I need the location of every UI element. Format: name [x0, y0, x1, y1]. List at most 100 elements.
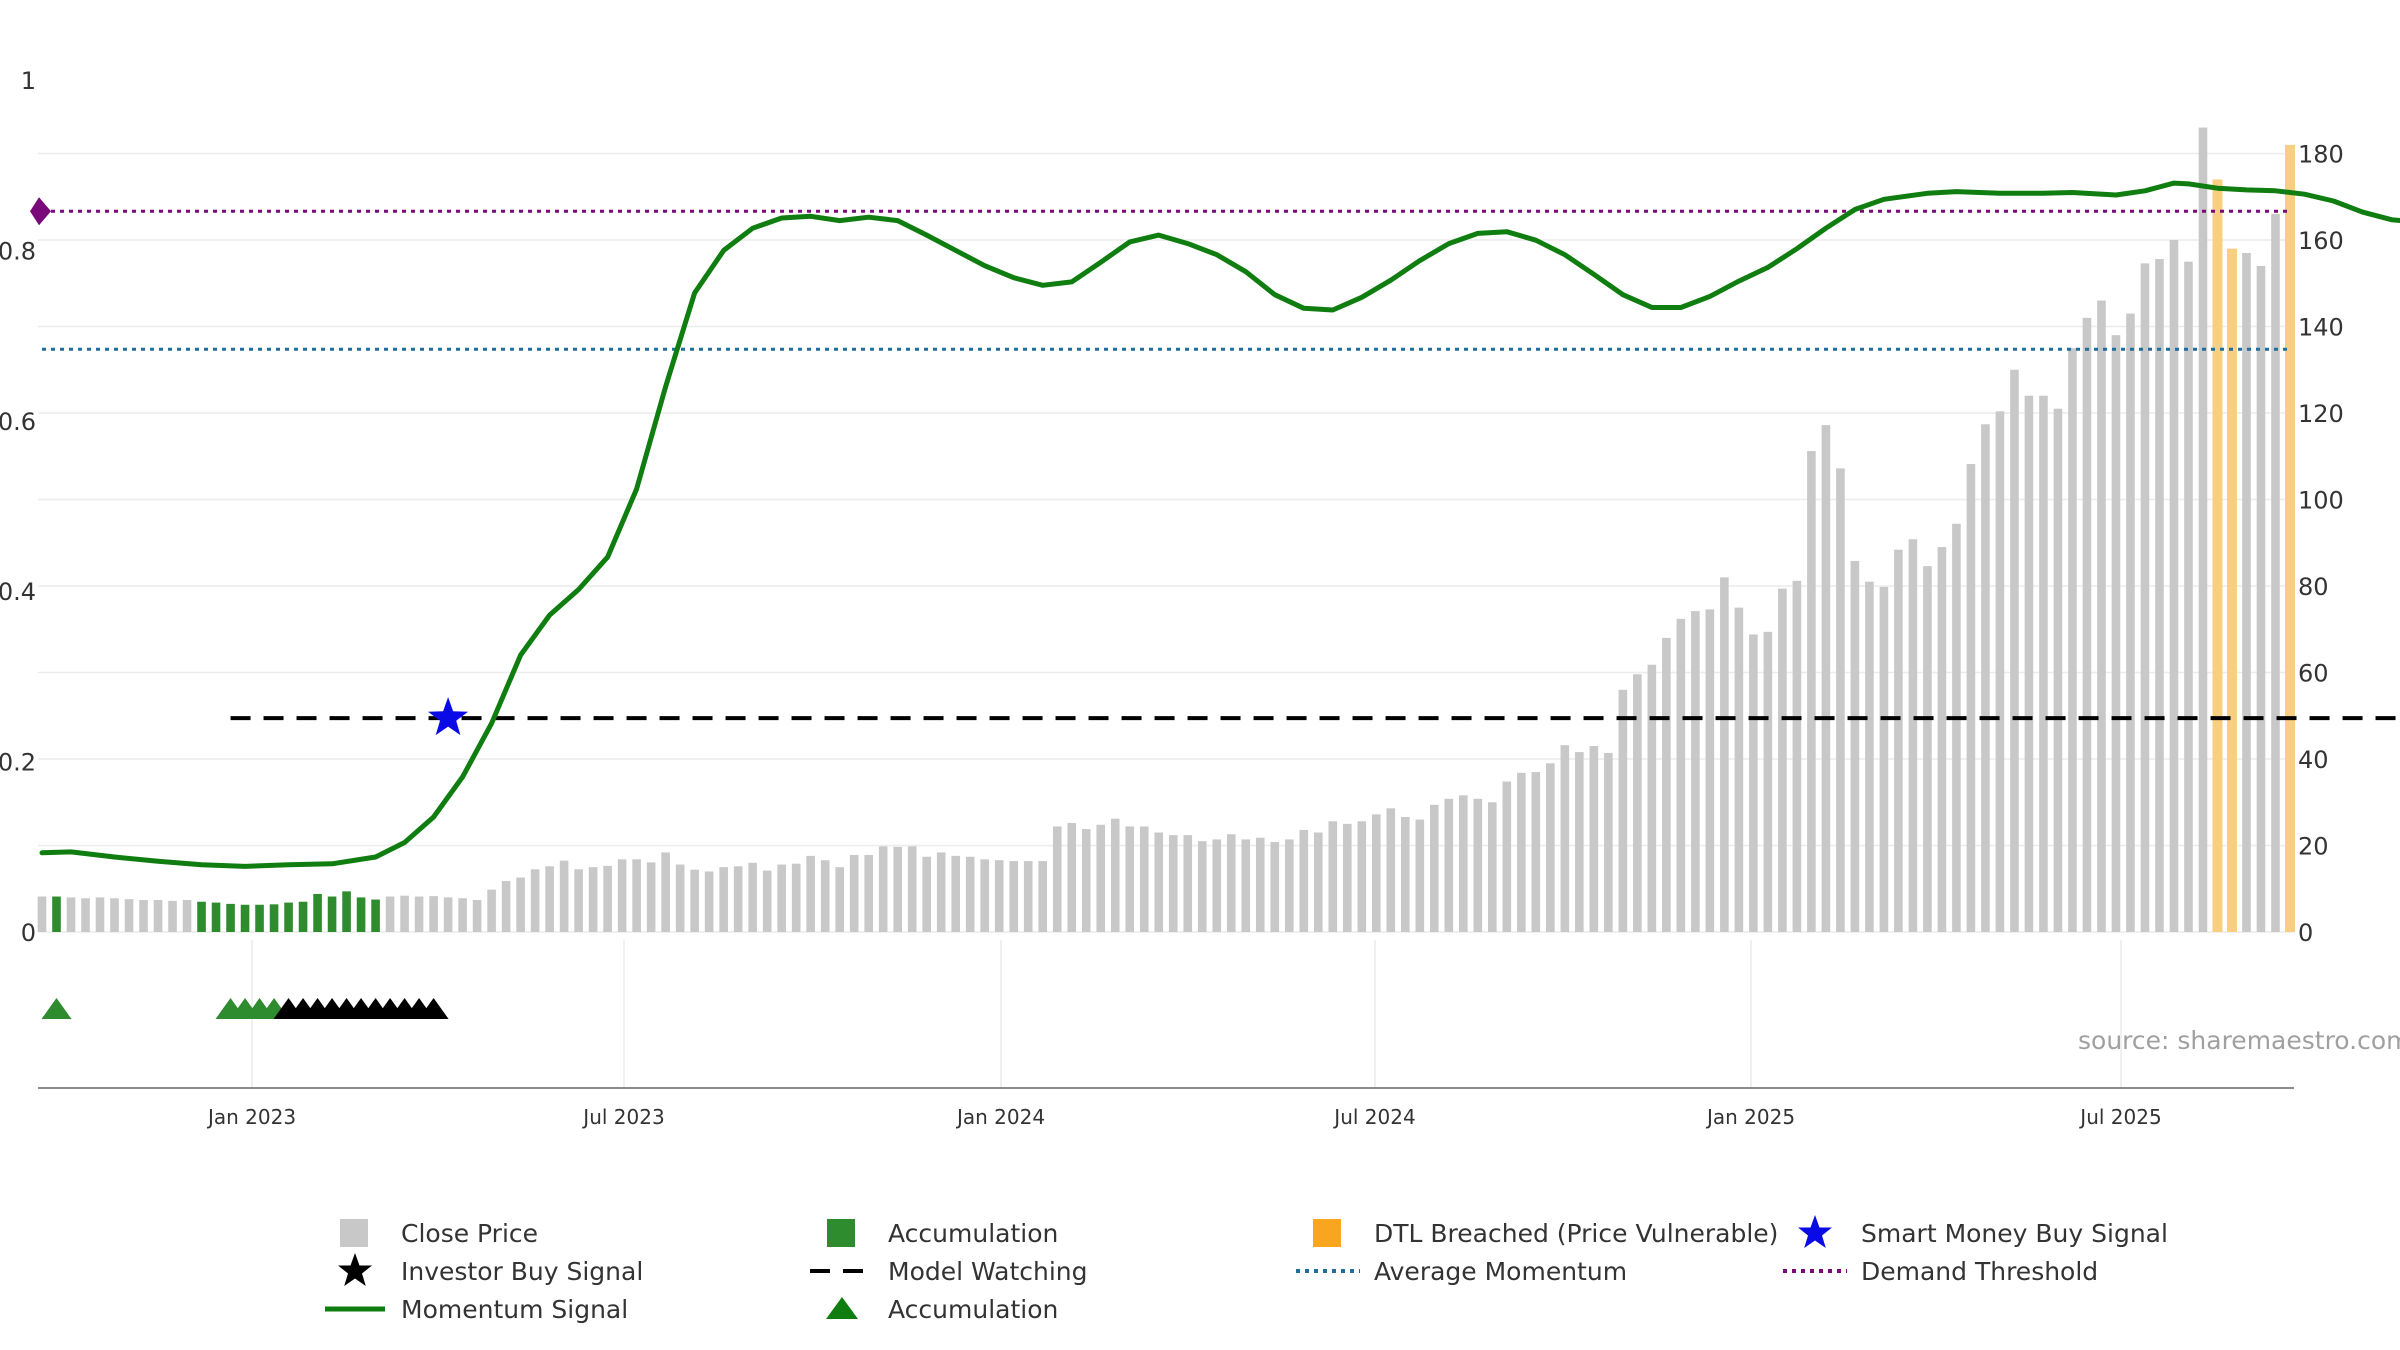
close-price-bar	[1778, 588, 1787, 932]
close-price-bar	[1241, 839, 1251, 932]
close-price-bar	[81, 898, 90, 932]
right-tick-label: 20	[2298, 833, 2329, 861]
x-tick-label: Jan 2025	[1705, 1105, 1795, 1129]
close-price-bar	[1821, 425, 1831, 932]
close-price-bar	[2039, 395, 2048, 933]
dtl-breached-bar	[2212, 179, 2223, 933]
close-price-bar	[2082, 317, 2092, 932]
x-tick-label: Jan 2023	[206, 1105, 296, 1129]
accumulation-bar	[342, 891, 351, 932]
legend-label: Accumulation	[888, 1218, 1059, 1248]
legend-label: Momentum Signal	[401, 1294, 629, 1324]
close-price-bar	[1357, 821, 1367, 932]
legend-label: Accumulation	[888, 1294, 1059, 1324]
smart-money-buy-signal-star	[428, 697, 469, 736]
right-tick-label: 180	[2298, 141, 2344, 169]
reference-lines	[30, 197, 2400, 721]
legend-label: Model Watching	[888, 1256, 1088, 1286]
close-price-bar	[2140, 263, 2150, 932]
demand-threshold-marker	[30, 197, 51, 226]
close-price-bar	[1168, 835, 1178, 932]
close-price-bar	[1749, 634, 1758, 932]
close-price-bar	[864, 855, 873, 932]
left-tick-label: 0.2	[0, 749, 36, 777]
accumulation-bar	[211, 902, 221, 932]
left-tick-label: 0	[21, 919, 36, 947]
close-price-bar	[1705, 609, 1715, 932]
left-tick-label: 1	[21, 67, 36, 95]
close-price-bar	[124, 899, 134, 932]
close-price-bar	[704, 871, 714, 932]
close-price-bar	[1444, 798, 1454, 932]
close-price-bar	[1313, 832, 1323, 932]
close-price-bar	[1415, 819, 1425, 932]
right-tick-label: 120	[2298, 400, 2344, 428]
legend-accumulation-bar: Accumulation	[810, 1215, 1058, 1251]
accumulation-bar	[284, 902, 293, 932]
close-price-bar	[37, 896, 47, 932]
legend-momentum-signal: Momentum Signal	[323, 1291, 628, 1327]
close-price-bar	[1981, 424, 1990, 932]
close-price-bar	[1995, 411, 2005, 932]
accumulation-swatch	[810, 1215, 874, 1251]
close-price-bar	[110, 898, 119, 932]
close-price-bar	[1618, 689, 1628, 932]
close-price-bar	[1560, 745, 1570, 932]
close-price-bar	[545, 866, 554, 932]
close-price-bar	[2242, 252, 2251, 932]
axes: Jan 2023 Jul 2023 Jan 2024 Jul 2024 Jan 2025…	[0, 67, 2344, 1129]
close-price-bar	[1836, 468, 1845, 932]
close-price-bar	[487, 889, 496, 932]
close-price-bar	[1676, 618, 1686, 932]
legend-label: Demand Threshold	[1861, 1256, 2099, 1286]
close-price-bar	[2169, 240, 2179, 932]
close-price-bar	[777, 864, 786, 932]
close-price-bar	[2126, 313, 2135, 932]
close-price-bar	[501, 880, 511, 932]
close-price-bar	[472, 899, 482, 932]
legend-investor-buy: Investor Buy Signal	[323, 1253, 643, 1289]
legend-label: DTL Breached (Price Vulnerable)	[1374, 1218, 1779, 1248]
close-price-bar	[1908, 539, 1918, 932]
left-tick-label: 0.4	[0, 578, 36, 606]
close-price-bar	[690, 869, 699, 932]
right-tick-label: 160	[2298, 227, 2344, 255]
right-tick-label: 40	[2298, 746, 2329, 774]
close-price-bar	[458, 898, 467, 932]
momentum-line-layer	[39, 180, 2400, 869]
close-price-bar	[1575, 752, 1584, 932]
legend-demand-threshold: Demand Threshold	[1783, 1253, 2098, 1289]
close-price-bar	[1197, 841, 1207, 932]
accumulation-bar	[327, 896, 337, 932]
legend-model-watching: Model Watching	[810, 1253, 1088, 1289]
investor-buy-triangle	[418, 998, 449, 1019]
close-price-bar	[2111, 335, 2121, 933]
close-price-bar	[2010, 369, 2019, 933]
close-price-bar	[661, 852, 670, 932]
close-price-bar	[1371, 814, 1381, 932]
close-price-bar	[835, 867, 844, 932]
right-tick-label: 0	[2298, 919, 2313, 947]
close-price-bar	[1546, 763, 1555, 932]
legend-smart-money: Smart Money Buy Signal	[1783, 1215, 2168, 1251]
close-price-bar	[1401, 816, 1410, 932]
close-price-bar	[1038, 861, 1048, 932]
close-price-bar	[530, 869, 540, 932]
right-tick-label: 60	[2298, 660, 2329, 688]
close-price-bar	[2198, 127, 2208, 932]
solid-line-icon	[323, 1291, 387, 1327]
close-price-bar	[1865, 581, 1874, 932]
close-price-bar	[1183, 835, 1193, 932]
dotted-line-icon	[1296, 1253, 1360, 1289]
accumulation-bar	[255, 904, 264, 932]
close-price-bar	[153, 899, 163, 932]
close-price-bar	[907, 846, 917, 932]
left-tick-label: 0.8	[0, 237, 36, 265]
right-tick-label: 80	[2298, 573, 2329, 601]
close-price-bar	[2256, 265, 2266, 932]
close-price-bar	[849, 855, 859, 932]
close-price-bar	[1952, 523, 1961, 932]
close-price-bar	[1850, 560, 1860, 932]
close-price-bar	[748, 862, 757, 932]
close-price-bar	[414, 896, 424, 932]
